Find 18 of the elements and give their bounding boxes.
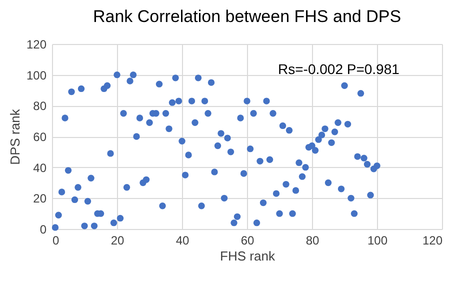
y-tick-label: 100 <box>26 68 47 82</box>
x-tick-label: 0 <box>52 234 60 248</box>
chart-title: Rank Correlation between FHS and DPS <box>92 7 402 26</box>
y-tick-label: 60 <box>33 130 47 144</box>
x-tick-label: 40 <box>176 234 190 248</box>
x-tick-label: 60 <box>240 234 254 248</box>
y-axis-title: DPS rank <box>7 108 22 165</box>
annotation: Rs=-0.002 P=0.981 <box>278 61 400 77</box>
y-tick-label: 20 <box>33 192 47 206</box>
y-tick-label: 40 <box>33 160 47 175</box>
y-tick-label: 80 <box>33 99 47 114</box>
x-tick-label: 20 <box>110 234 124 248</box>
x-tick-label: 80 <box>306 234 320 248</box>
x-axis-title: FHS rank <box>220 248 276 264</box>
y-tick-label: 0 <box>40 222 47 236</box>
y-tick-label: 120 <box>26 38 47 52</box>
x-tick-label: 100 <box>367 234 388 248</box>
x-tick-label: 120 <box>422 234 443 248</box>
